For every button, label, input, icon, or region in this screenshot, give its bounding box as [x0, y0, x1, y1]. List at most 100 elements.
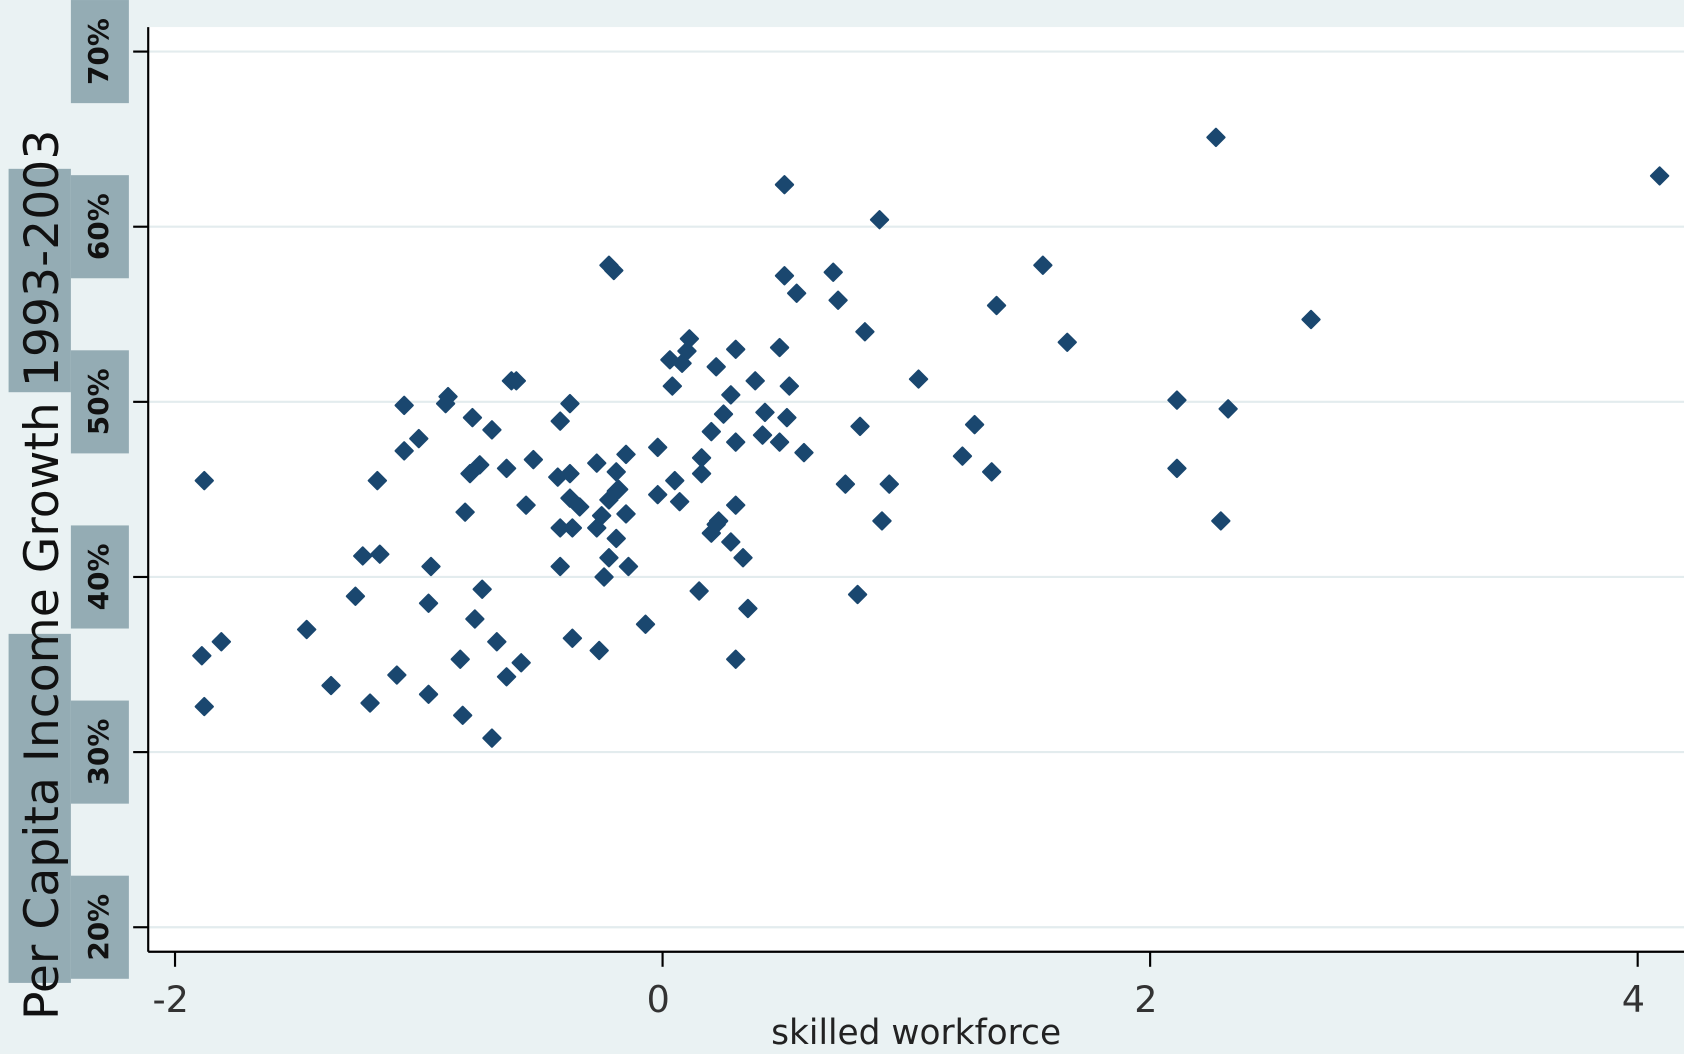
- point: [777, 407, 797, 428]
- point: [496, 458, 517, 479]
- y-tick-label: 30%: [82, 719, 115, 786]
- point: [986, 295, 1007, 316]
- point: [828, 290, 848, 310]
- point: [345, 586, 366, 606]
- point: [462, 407, 483, 428]
- point: [1033, 255, 1053, 275]
- point: [438, 386, 458, 407]
- point: [850, 416, 870, 437]
- point: [370, 544, 390, 564]
- point: [1167, 458, 1187, 479]
- y-tick-label: 40%: [82, 544, 115, 611]
- point: [560, 488, 580, 508]
- point: [752, 425, 773, 445]
- point: [1206, 127, 1226, 148]
- point: [648, 437, 668, 458]
- point: [662, 376, 682, 396]
- point: [591, 506, 612, 526]
- x-tick-label: 0: [647, 978, 670, 1021]
- point: [394, 441, 414, 461]
- point: [450, 649, 470, 669]
- point: [394, 395, 414, 416]
- point: [453, 705, 473, 725]
- point: [409, 428, 429, 449]
- tick-label-box: [70, 700, 129, 804]
- point: [952, 446, 973, 466]
- label-box: [8, 168, 71, 393]
- point: [855, 322, 875, 342]
- point: [387, 665, 407, 685]
- tick-label-box: [70, 0, 129, 104]
- tick-label-box: [70, 875, 129, 979]
- point: [774, 266, 795, 286]
- point: [794, 442, 814, 463]
- point: [550, 411, 570, 431]
- point: [360, 693, 380, 713]
- point: [587, 518, 607, 538]
- point: [786, 283, 807, 303]
- point: [648, 484, 668, 505]
- point: [516, 495, 536, 515]
- point: [726, 339, 746, 359]
- point: [616, 504, 636, 524]
- point: [721, 385, 741, 405]
- point: [691, 463, 712, 484]
- point: [1167, 390, 1187, 410]
- point: [733, 548, 753, 568]
- point: [706, 357, 726, 377]
- y-tick-label: 50%: [82, 368, 115, 435]
- tick-label-box: [70, 175, 129, 279]
- point: [194, 470, 214, 491]
- point: [691, 448, 712, 468]
- point: [455, 502, 475, 522]
- point: [296, 619, 317, 640]
- point: [506, 371, 526, 391]
- point: [872, 511, 892, 531]
- point: [599, 548, 619, 568]
- point: [738, 598, 758, 619]
- tick-label-box: [70, 525, 129, 629]
- point: [496, 667, 517, 687]
- point: [713, 404, 734, 424]
- point: [701, 421, 721, 442]
- point: [721, 532, 741, 552]
- point: [606, 462, 626, 482]
- point: [589, 640, 609, 661]
- point: [755, 402, 775, 423]
- point: [211, 632, 232, 652]
- x-tick-label: 2: [1134, 978, 1157, 1021]
- plot-area: [148, 27, 1684, 952]
- point: [465, 609, 485, 629]
- point: [594, 567, 614, 587]
- point: [470, 455, 490, 475]
- point: [1211, 511, 1231, 531]
- point: [192, 646, 212, 666]
- point: [982, 462, 1002, 482]
- point: [560, 393, 580, 414]
- point: [769, 432, 790, 452]
- point: [635, 614, 656, 634]
- x-tick-label: -2: [153, 978, 189, 1021]
- y-axis-title: Per Capita Income Growth 1993-2003: [15, 130, 70, 1020]
- point: [523, 449, 544, 470]
- point: [1218, 399, 1238, 419]
- y-tick-label: 20%: [82, 894, 115, 961]
- y-tick-label: 70%: [82, 18, 115, 85]
- y-tick-label: 60%: [82, 193, 115, 260]
- point: [847, 584, 868, 605]
- point: [679, 329, 700, 349]
- point: [511, 653, 531, 673]
- point: [879, 474, 899, 494]
- point: [550, 556, 570, 577]
- point: [677, 341, 697, 361]
- point: [823, 262, 843, 282]
- x-tick-label: 4: [1622, 978, 1645, 1021]
- point: [487, 632, 507, 652]
- point: [560, 463, 580, 484]
- point: [964, 414, 985, 435]
- point: [606, 528, 626, 549]
- point: [421, 556, 441, 577]
- point: [726, 432, 746, 452]
- point: [321, 675, 341, 696]
